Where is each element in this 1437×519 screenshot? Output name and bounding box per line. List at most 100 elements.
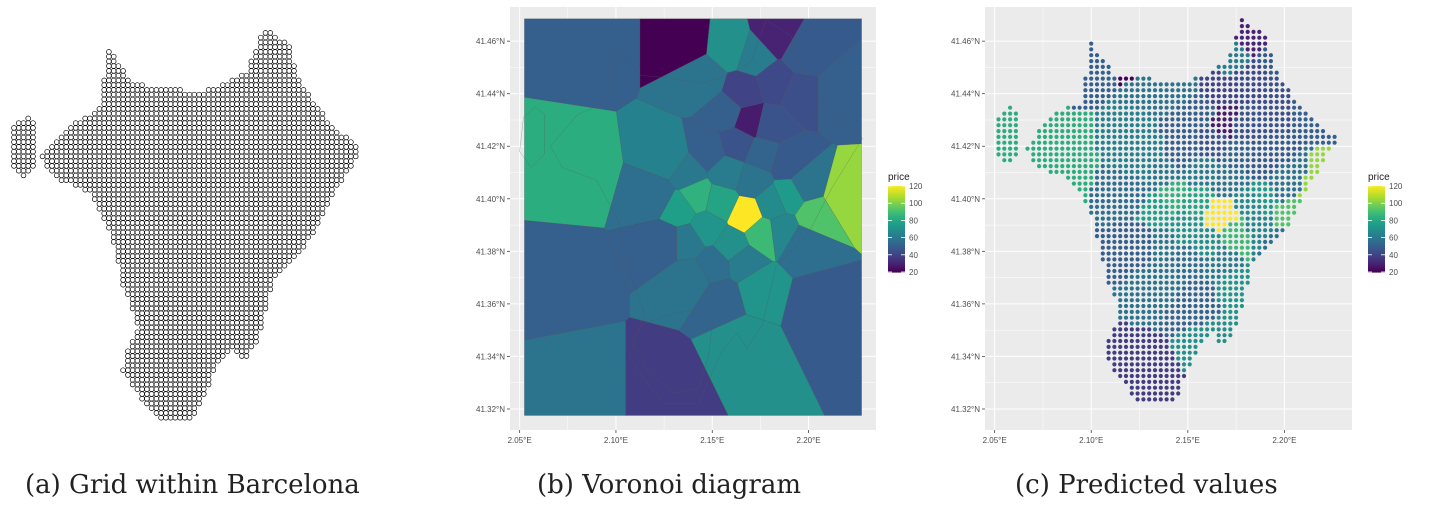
grid-point	[191, 386, 198, 392]
grid-point	[239, 291, 245, 297]
predicted-point	[1210, 70, 1215, 75]
predicted-point	[1263, 245, 1268, 250]
grid-point	[120, 153, 126, 160]
grid-point	[201, 106, 207, 112]
grid-point	[77, 158, 84, 164]
predicted-point	[1187, 181, 1192, 186]
grid-point	[115, 177, 122, 183]
grid-point	[253, 324, 259, 331]
grid-point	[172, 167, 179, 174]
predicted-point	[1118, 164, 1123, 169]
grid-point	[172, 220, 179, 226]
predicted-point	[1112, 274, 1117, 279]
grid-point	[215, 267, 221, 274]
predicted-point	[1187, 274, 1192, 279]
y-tick-label: 41.38°N	[951, 247, 980, 256]
grid-point	[210, 191, 217, 198]
grid-point	[158, 400, 164, 407]
predicted-point	[1002, 134, 1007, 139]
grid-point	[224, 239, 231, 245]
grid-point	[110, 53, 117, 60]
predicted-point	[1210, 251, 1215, 256]
grid-point	[153, 305, 160, 312]
predicted-point	[1320, 129, 1326, 134]
grid-point	[310, 110, 316, 117]
grid-point	[120, 96, 126, 103]
grid-point	[106, 91, 112, 98]
predicted-point	[1135, 123, 1140, 128]
predicted-point	[1234, 140, 1239, 145]
predicted-point	[1234, 321, 1239, 326]
grid-point	[234, 120, 240, 126]
grid-point	[224, 182, 231, 188]
grid-point	[243, 77, 250, 84]
predicted-point	[996, 134, 1001, 139]
predicted-point	[1222, 134, 1227, 139]
predicted-point	[1228, 99, 1233, 104]
predicted-point	[1106, 204, 1111, 209]
grid-point	[210, 262, 217, 269]
predicted-point	[1297, 134, 1302, 139]
grid-point	[163, 343, 169, 350]
grid-point	[106, 167, 112, 174]
predicted-point	[1257, 41, 1262, 46]
grid-point	[196, 315, 202, 321]
predicted-point	[1193, 99, 1198, 104]
legend-color-segment	[888, 194, 905, 198]
grid-point	[139, 201, 145, 207]
legend-color-segment	[888, 190, 905, 194]
predicted-point	[1118, 152, 1123, 157]
predicted-point	[996, 117, 1001, 122]
grid-point	[258, 210, 264, 217]
grid-point	[234, 115, 240, 122]
grid-point	[205, 191, 212, 198]
predicted-point	[1234, 88, 1239, 93]
predicted-point	[1083, 199, 1088, 204]
predicted-point	[1152, 268, 1158, 274]
predicted-point	[1176, 152, 1181, 157]
grid-point	[262, 63, 269, 69]
grid-point	[153, 310, 160, 316]
grid-point	[248, 262, 255, 269]
predicted-point	[1147, 391, 1152, 396]
grid-point	[144, 87, 150, 93]
predicted-point	[1106, 82, 1111, 87]
grid-point	[201, 357, 207, 364]
predicted-point	[1199, 228, 1204, 233]
grid-point	[262, 148, 269, 155]
grid-point	[239, 210, 245, 217]
predicted-point	[1118, 368, 1123, 373]
legend-color-segment	[1368, 269, 1385, 273]
legend-color-segment	[1368, 229, 1385, 232]
grid-point	[182, 338, 188, 345]
grid-point	[210, 120, 217, 126]
predicted-point	[1228, 298, 1233, 303]
predicted-point	[1274, 210, 1279, 215]
grid-point	[91, 120, 98, 126]
grid-point	[234, 258, 240, 264]
predicted-point	[1199, 333, 1204, 338]
grid-point	[125, 277, 131, 283]
predicted-point	[1112, 344, 1117, 349]
predicted-point	[1123, 257, 1129, 262]
grid-point	[186, 196, 193, 202]
grid-point	[205, 106, 212, 112]
predicted-point	[1245, 158, 1250, 163]
grid-point	[25, 144, 31, 150]
grid-point	[243, 177, 250, 183]
grid-point	[44, 148, 50, 155]
predicted-point	[1164, 379, 1169, 384]
predicted-point	[1048, 152, 1053, 157]
grid-point	[134, 239, 141, 245]
predicted-point	[1274, 152, 1279, 157]
grid-point	[310, 115, 316, 122]
grid-point	[91, 186, 98, 193]
grid-point	[262, 291, 269, 297]
grid-point	[352, 148, 359, 155]
grid-point	[163, 148, 169, 155]
grid-point	[182, 96, 188, 103]
grid-point	[215, 220, 221, 226]
grid-point	[267, 153, 274, 160]
predicted-point	[1187, 105, 1192, 110]
legend-tick-label: 80	[909, 216, 918, 225]
